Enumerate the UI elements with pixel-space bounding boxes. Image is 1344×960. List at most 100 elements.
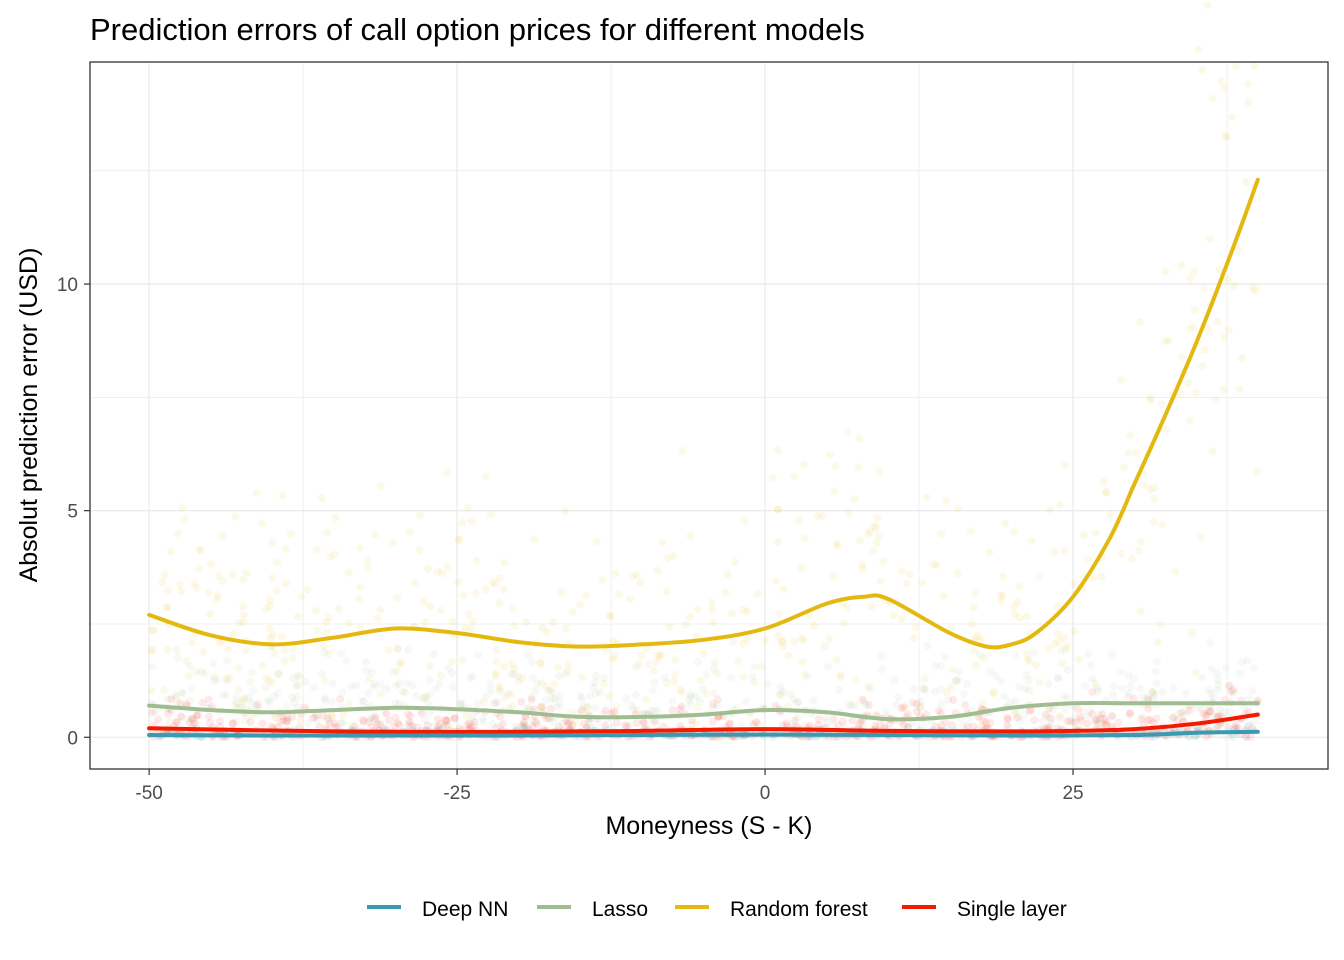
scatter-point [554, 722, 563, 731]
scatter-point [775, 610, 784, 619]
scatter-point [495, 598, 504, 607]
scatter-point [777, 690, 785, 699]
scatter-point [527, 695, 536, 704]
scatter-point [955, 667, 964, 676]
scatter-point [530, 535, 539, 544]
scatter-point [1152, 714, 1161, 723]
scatter-point [148, 708, 156, 717]
scatter-point [188, 714, 197, 723]
scatter-point [370, 679, 379, 688]
scatter-point [625, 721, 634, 730]
scatter-point [799, 460, 808, 469]
scatter-point [632, 571, 641, 579]
scatter-point [761, 636, 770, 645]
scatter-point [523, 650, 532, 659]
scatter-point [833, 542, 842, 550]
scatter-point [948, 721, 957, 730]
scatter-point [425, 709, 434, 718]
scatter-point [457, 699, 465, 708]
scatter-point [190, 580, 199, 588]
scatter-point [731, 558, 739, 567]
scatter-point [782, 719, 791, 728]
scatter-point [885, 719, 894, 728]
scatter-point [173, 699, 182, 708]
scatter-point [900, 701, 909, 710]
scatter-point [1125, 710, 1134, 719]
scatter-point [1053, 673, 1062, 682]
scatter-point [538, 703, 547, 711]
scatter-point [739, 639, 748, 648]
scatter-point [373, 719, 382, 728]
scatter-point [1035, 678, 1044, 687]
scatter-point [1206, 707, 1215, 716]
scatter-point [458, 656, 467, 665]
scatter-point [1249, 284, 1258, 292]
scatter-point [333, 722, 342, 731]
scatter-point [726, 719, 734, 728]
scatter-point [1086, 706, 1095, 715]
scatter-point [263, 696, 272, 705]
scatter-point [1203, 1, 1212, 10]
scatter-point [514, 672, 523, 681]
scatter-point [942, 497, 951, 506]
scatter-point [223, 656, 232, 665]
scatter-point [542, 628, 551, 636]
scatter-point [918, 578, 927, 587]
scatter-point [741, 697, 750, 706]
scatter-point [368, 713, 377, 722]
scatter-point [1124, 689, 1133, 698]
scatter-point [1220, 84, 1229, 93]
scatter-point [1219, 385, 1228, 394]
scatter-point [1217, 77, 1225, 86]
scatter-point [442, 716, 451, 725]
scatter-point [1010, 527, 1019, 536]
scatter-point [800, 670, 809, 679]
scatter-point [498, 719, 507, 728]
scatter-point [686, 532, 695, 541]
scatter-point [1208, 94, 1217, 103]
scatter-point [241, 716, 250, 724]
scatter-point [1069, 718, 1078, 727]
scatter-point [1146, 396, 1155, 405]
scatter-point [1148, 687, 1157, 696]
scatter-point [1045, 723, 1053, 732]
scatter-point [336, 695, 345, 704]
scatter-point [1203, 325, 1212, 334]
scatter-point [376, 605, 385, 614]
scatter-point [996, 597, 1005, 606]
scatter-point [433, 567, 442, 576]
scatter-point [520, 721, 529, 730]
scatter-point [1077, 716, 1086, 725]
scatter-point [239, 611, 248, 620]
scatter-point [172, 718, 180, 727]
scatter-point [401, 688, 409, 697]
scatter-point [1126, 431, 1134, 440]
scatter-point [239, 602, 247, 611]
scatter-point [1057, 646, 1065, 655]
scatter-point [185, 718, 194, 727]
scatter-point [1137, 715, 1146, 723]
scatter-point [1053, 602, 1062, 611]
scatter-point [404, 646, 413, 655]
scatter-point [1073, 705, 1082, 714]
scatter-point [865, 684, 874, 693]
scatter-point [363, 556, 372, 565]
scatter-point [644, 660, 653, 669]
scatter-point [148, 646, 157, 655]
scatter-point [920, 686, 929, 695]
scatter-point [1186, 274, 1195, 283]
scatter-point [1229, 282, 1238, 291]
scatter-point [195, 545, 204, 554]
scatter-point [873, 514, 882, 523]
scatter-point [416, 511, 425, 520]
scatter-point [376, 720, 385, 729]
scatter-point [528, 716, 537, 725]
scatter-point [606, 612, 615, 621]
scatter-point [319, 711, 328, 720]
scatter-point [442, 721, 451, 730]
scatter-point [1148, 689, 1157, 698]
scatter-point [858, 721, 867, 730]
scatter-point [798, 658, 807, 666]
scatter-point [1098, 720, 1107, 729]
scatter-point [963, 722, 972, 731]
